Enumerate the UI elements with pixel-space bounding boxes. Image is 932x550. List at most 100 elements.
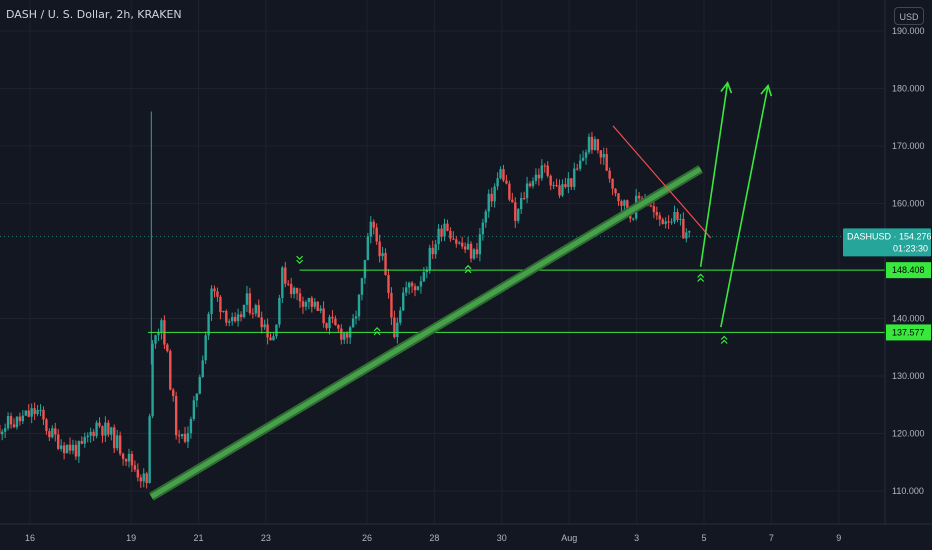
candle-body bbox=[222, 310, 225, 313]
candle-body bbox=[573, 168, 576, 187]
candle-body bbox=[36, 410, 39, 415]
candle-body bbox=[416, 286, 420, 291]
candle-body bbox=[292, 287, 296, 295]
x-tick-label: 5 bbox=[701, 533, 706, 543]
candle-body bbox=[369, 221, 372, 237]
candle-body bbox=[549, 175, 552, 186]
candle-body bbox=[463, 246, 467, 250]
candle-body bbox=[275, 324, 278, 337]
candle-body bbox=[57, 434, 60, 449]
candle-body bbox=[676, 211, 679, 220]
candle-body bbox=[278, 298, 281, 325]
candle-body bbox=[80, 441, 84, 444]
x-tick-label: 21 bbox=[193, 533, 203, 543]
candle-body bbox=[204, 335, 207, 361]
chart-title: DASH / U. S. Dollar, 2h, KRAKEN bbox=[6, 8, 182, 21]
x-tick-label: 28 bbox=[429, 533, 439, 543]
candle-body bbox=[21, 415, 25, 422]
candle-body bbox=[133, 465, 137, 470]
candle-body bbox=[331, 316, 334, 319]
candle-body bbox=[617, 193, 620, 202]
candle-body bbox=[449, 230, 452, 239]
candle-body bbox=[142, 473, 145, 482]
candle-body bbox=[322, 308, 325, 324]
forecast-arrow[interactable] bbox=[720, 85, 769, 328]
candle-body bbox=[301, 301, 305, 307]
candle-body bbox=[115, 435, 119, 449]
current-price-tag: DASHUSD · 154.276 01:23:30 bbox=[843, 228, 932, 257]
candle-body bbox=[590, 136, 594, 150]
price-axis[interactable]: 110.000 120.000 130.000 140.000 160.000 170.0… bbox=[892, 26, 925, 496]
falling-resistance-line[interactable] bbox=[612, 125, 712, 239]
candle-body bbox=[472, 249, 476, 259]
candle-body bbox=[372, 221, 375, 228]
candle-body bbox=[334, 318, 337, 326]
drawings[interactable] bbox=[147, 81, 885, 501]
currency-button[interactable]: USD bbox=[894, 7, 924, 25]
candle-body bbox=[407, 282, 411, 288]
time-axis[interactable]: 16 19 21 23 26 28 30 Aug 3 5 7 9 bbox=[25, 533, 841, 543]
double-chevron-up-icon bbox=[720, 335, 728, 344]
candle-body bbox=[567, 178, 570, 188]
candle-body bbox=[458, 242, 461, 244]
candle-body bbox=[390, 292, 393, 318]
candle-body bbox=[213, 288, 216, 292]
double-chevron-up-icon bbox=[464, 264, 472, 274]
x-tick-label: 3 bbox=[634, 533, 639, 543]
double-chevron-up-icon bbox=[373, 327, 381, 336]
candle-body bbox=[83, 437, 86, 444]
candle-body bbox=[419, 281, 423, 287]
candle-body bbox=[446, 223, 449, 231]
candle-body bbox=[502, 169, 505, 181]
candle-body bbox=[307, 297, 311, 303]
candle-body bbox=[437, 228, 440, 245]
candle-body bbox=[570, 178, 573, 187]
candle-body bbox=[357, 294, 361, 317]
candle-body bbox=[561, 184, 564, 196]
rising-trendline[interactable] bbox=[150, 166, 702, 499]
candle-body bbox=[584, 152, 588, 158]
candle-body bbox=[313, 301, 316, 307]
x-tick-label: 19 bbox=[126, 533, 136, 543]
forecast-arrow[interactable] bbox=[699, 82, 729, 267]
candle-body bbox=[71, 444, 75, 451]
candle-body bbox=[670, 221, 673, 223]
candle-body bbox=[284, 267, 287, 284]
chevron-stroke bbox=[464, 264, 472, 270]
candle-body bbox=[354, 316, 358, 319]
candle-body bbox=[251, 313, 255, 315]
candle-body bbox=[183, 434, 187, 442]
candle-body bbox=[266, 324, 269, 338]
candle-body bbox=[396, 322, 399, 338]
candle-body bbox=[558, 185, 561, 196]
candle-body bbox=[608, 170, 611, 179]
candle-body bbox=[248, 293, 252, 314]
candle-body bbox=[254, 305, 257, 314]
candle-body bbox=[166, 344, 169, 352]
candle-body bbox=[599, 150, 602, 158]
candle-body bbox=[611, 178, 614, 189]
x-tick-label: 23 bbox=[261, 533, 271, 543]
current-price-tag-bg bbox=[843, 228, 931, 257]
candle-body bbox=[399, 310, 402, 323]
candle-body bbox=[9, 416, 13, 425]
candle-body bbox=[160, 320, 163, 333]
candle-body bbox=[499, 169, 502, 179]
candle-body bbox=[658, 215, 661, 220]
candle-body bbox=[198, 376, 201, 394]
candle-body bbox=[410, 282, 414, 287]
candle-body bbox=[387, 275, 390, 293]
y-tick-label: 180.000 bbox=[892, 84, 925, 94]
candle-body bbox=[466, 243, 470, 250]
candle-body bbox=[257, 305, 260, 318]
candle-body bbox=[540, 165, 544, 179]
x-tick-label: 7 bbox=[769, 533, 774, 543]
upper-support-label: 148.408 bbox=[892, 265, 925, 275]
candle-body bbox=[652, 206, 656, 213]
candle-body bbox=[519, 198, 523, 210]
candle-body bbox=[139, 477, 142, 482]
candle-body bbox=[328, 316, 331, 329]
candle-body bbox=[48, 431, 51, 438]
candle-body bbox=[74, 444, 78, 457]
